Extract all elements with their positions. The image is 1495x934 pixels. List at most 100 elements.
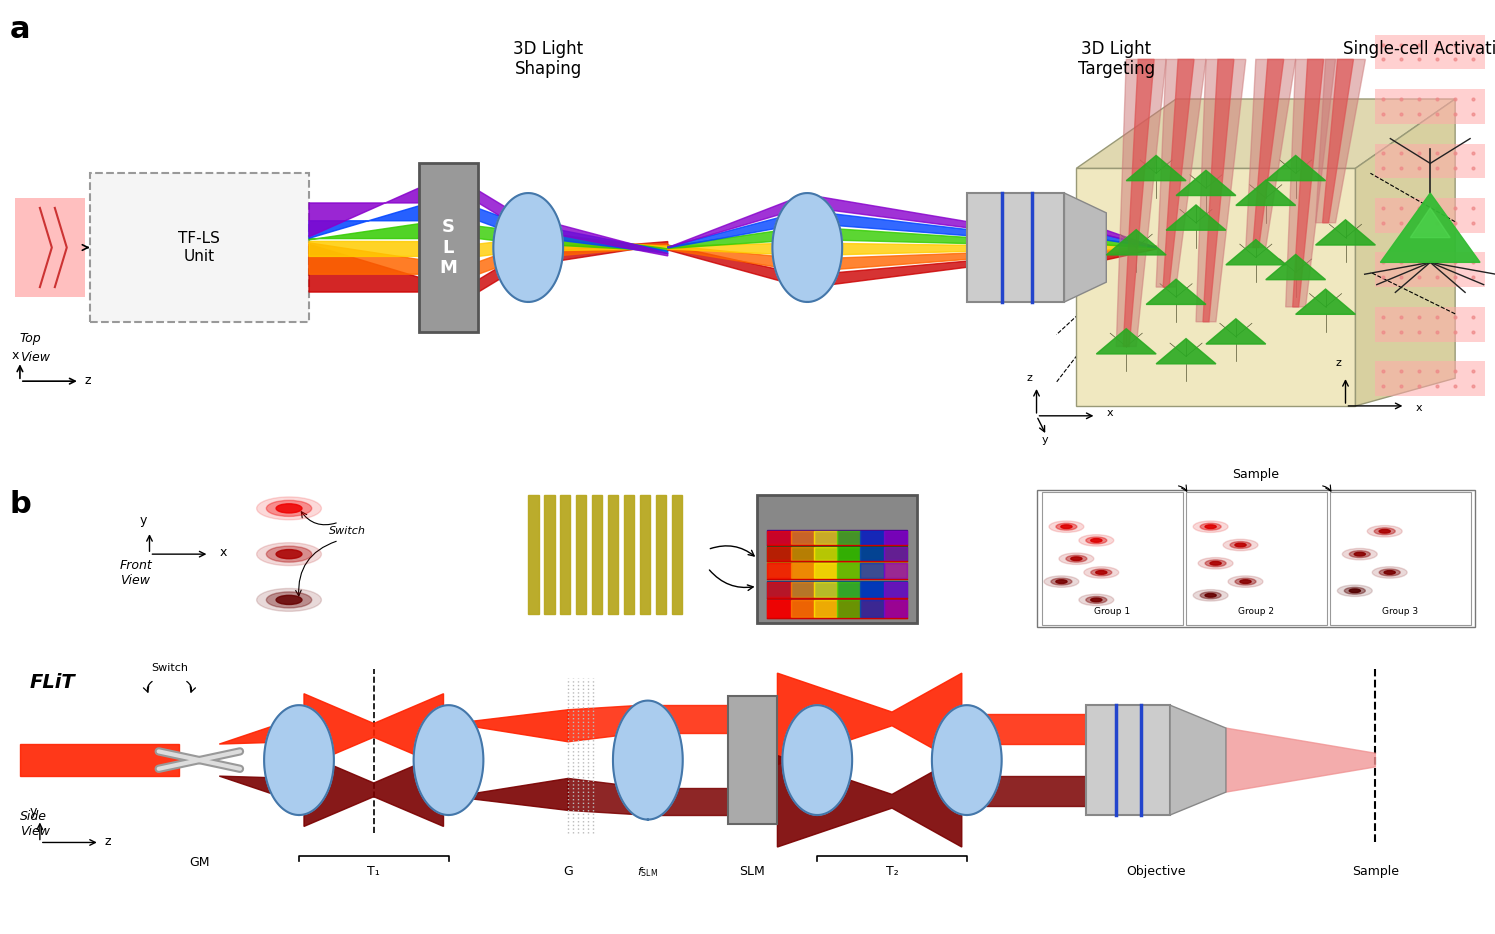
Polygon shape [813, 600, 837, 617]
Polygon shape [1293, 60, 1323, 307]
Polygon shape [1147, 279, 1206, 304]
Polygon shape [303, 694, 444, 767]
Polygon shape [653, 705, 728, 732]
Polygon shape [767, 563, 791, 578]
Polygon shape [1286, 60, 1335, 307]
Polygon shape [1323, 60, 1353, 222]
Polygon shape [309, 245, 419, 292]
Polygon shape [884, 600, 907, 617]
Text: x: x [12, 349, 19, 361]
Bar [419, 163, 478, 332]
Text: 3D Light
Shaping: 3D Light Shaping [513, 39, 583, 78]
Text: Switch: Switch [151, 663, 188, 673]
Polygon shape [309, 243, 419, 275]
Polygon shape [561, 495, 571, 614]
Polygon shape [791, 600, 813, 617]
Polygon shape [812, 195, 967, 228]
Polygon shape [534, 232, 668, 251]
Ellipse shape [257, 543, 321, 566]
Polygon shape [837, 547, 861, 560]
Ellipse shape [1239, 580, 1251, 584]
Bar [1375, 361, 1485, 396]
Ellipse shape [1079, 594, 1114, 605]
Polygon shape [1266, 155, 1326, 180]
Polygon shape [478, 238, 523, 257]
Text: 3D Light
Targeting: 3D Light Targeting [1078, 39, 1154, 78]
Polygon shape [1076, 168, 1356, 406]
Bar [1375, 198, 1485, 233]
Ellipse shape [1070, 557, 1082, 560]
Polygon shape [813, 582, 837, 597]
Polygon shape [1106, 235, 1156, 248]
Polygon shape [837, 600, 861, 617]
Polygon shape [782, 705, 852, 815]
Ellipse shape [277, 595, 302, 604]
Text: Group 2: Group 2 [1238, 607, 1274, 616]
Polygon shape [884, 563, 907, 578]
Ellipse shape [1230, 542, 1251, 548]
Polygon shape [884, 582, 907, 597]
Polygon shape [812, 227, 967, 244]
Polygon shape [668, 195, 803, 248]
Polygon shape [668, 246, 803, 271]
Ellipse shape [1061, 525, 1072, 529]
Text: G: G [564, 865, 573, 878]
Bar [1036, 490, 1476, 628]
Polygon shape [884, 547, 907, 560]
Ellipse shape [1079, 534, 1114, 546]
Bar [1331, 492, 1471, 625]
Text: Sample: Sample [1351, 865, 1399, 878]
Polygon shape [861, 547, 884, 560]
Polygon shape [220, 776, 295, 801]
Ellipse shape [257, 497, 321, 520]
Polygon shape [1266, 254, 1326, 279]
Ellipse shape [277, 503, 302, 513]
Ellipse shape [1084, 567, 1118, 578]
Polygon shape [1171, 705, 1226, 815]
Ellipse shape [1091, 598, 1102, 601]
Text: a: a [10, 15, 30, 44]
Ellipse shape [1368, 526, 1402, 537]
Polygon shape [309, 224, 419, 240]
Polygon shape [623, 495, 634, 614]
Polygon shape [1245, 60, 1296, 248]
Polygon shape [576, 495, 586, 614]
Polygon shape [668, 245, 803, 287]
Polygon shape [1106, 247, 1156, 255]
Polygon shape [767, 546, 907, 561]
Bar [1186, 492, 1328, 625]
Text: T₁: T₁ [368, 865, 380, 878]
Polygon shape [309, 188, 419, 237]
Polygon shape [777, 673, 961, 765]
Polygon shape [303, 753, 444, 827]
Ellipse shape [1205, 593, 1217, 597]
Ellipse shape [1338, 585, 1372, 597]
Polygon shape [1076, 99, 1455, 168]
Text: View: View [19, 351, 49, 364]
Polygon shape [478, 252, 523, 292]
Ellipse shape [1378, 530, 1390, 533]
Polygon shape [837, 582, 861, 597]
Polygon shape [767, 547, 791, 560]
Polygon shape [534, 244, 668, 258]
Polygon shape [1196, 60, 1245, 321]
Polygon shape [592, 495, 602, 614]
Polygon shape [812, 253, 967, 271]
Bar [90, 174, 309, 321]
Polygon shape [653, 787, 728, 815]
Ellipse shape [1348, 589, 1360, 592]
Polygon shape [613, 700, 683, 820]
Ellipse shape [1227, 576, 1263, 587]
Polygon shape [972, 776, 1087, 806]
Polygon shape [767, 582, 791, 597]
Polygon shape [608, 495, 619, 614]
Polygon shape [1106, 245, 1156, 250]
Ellipse shape [1205, 525, 1217, 529]
Polygon shape [1206, 318, 1266, 344]
Text: $f_{\mathrm{SLM}}$: $f_{\mathrm{SLM}}$ [637, 865, 658, 879]
Polygon shape [1356, 99, 1455, 406]
Polygon shape [773, 193, 842, 302]
Bar [15, 198, 85, 297]
Polygon shape [767, 531, 791, 545]
Polygon shape [767, 600, 791, 617]
